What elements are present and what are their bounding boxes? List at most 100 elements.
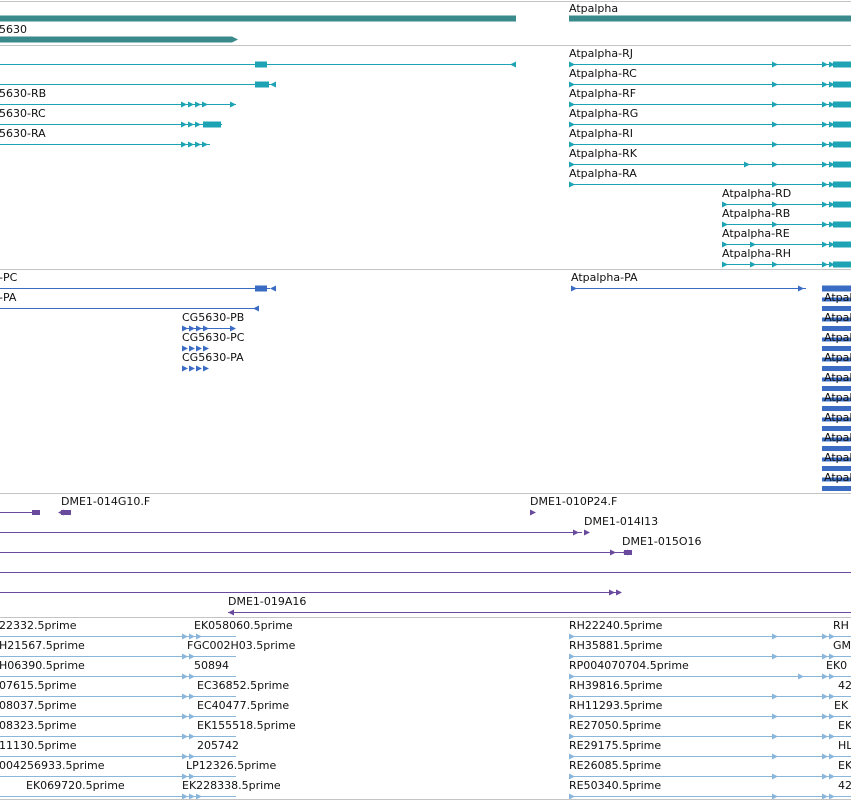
- protein-label[interactable]: Atpal: [824, 371, 851, 384]
- est-label[interactable]: RE26085.5prime: [569, 759, 662, 772]
- transcript-label[interactable]: Atpalpha-RB: [722, 207, 791, 220]
- est-label[interactable]: RH11293.5prime: [569, 699, 663, 712]
- transcript-label[interactable]: Atpalpha-RJ: [569, 47, 633, 60]
- protein-label[interactable]: Atpal: [824, 351, 851, 364]
- est-label[interactable]: EC36852.5prime: [197, 679, 290, 692]
- strand-arrow-right: [822, 121, 828, 128]
- protein-label[interactable]: Atpal: [824, 331, 851, 344]
- strand-arrow-right: [822, 61, 828, 68]
- transcript-label[interactable]: Atpalpha-RC: [569, 67, 637, 80]
- est-label[interactable]: 004256933.5prime: [0, 759, 105, 772]
- strand-arrow-right: [189, 345, 195, 352]
- clone-label[interactable]: DME1-019A16: [228, 595, 307, 608]
- strand-arrow-right: [722, 261, 728, 268]
- protein-label[interactable]: CG5630-PC: [182, 331, 245, 344]
- protein-label[interactable]: Atpal: [824, 391, 851, 404]
- transcript-label[interactable]: 5630-RC: [0, 107, 46, 120]
- transcript-label[interactable]: Atpalpha-RD: [722, 187, 792, 200]
- transcript-label[interactable]: 5630-RB: [0, 87, 47, 100]
- strand-arrow-right: [829, 81, 835, 88]
- transcript-label[interactable]: Atpalpha-RE: [722, 227, 790, 240]
- transcript-label[interactable]: Atpalpha-RK: [569, 147, 637, 160]
- strand-arrow-right: [829, 121, 835, 128]
- est-label[interactable]: RP004070704.5prime: [569, 659, 689, 672]
- strand-arrow-right: [609, 589, 615, 596]
- strand-arrow-right: [196, 365, 202, 372]
- exon-block: [833, 141, 851, 148]
- est-label[interactable]: EC40477.5prime: [197, 699, 290, 712]
- track-separator: [0, 269, 851, 270]
- protein-label[interactable]: CG5630-PA: [182, 351, 244, 364]
- strand-arrow-right: [772, 121, 778, 128]
- gene-label[interactable]: 5630: [0, 23, 27, 36]
- transcript-label[interactable]: 5630-RA: [0, 127, 46, 140]
- est-label[interactable]: EK: [838, 719, 851, 732]
- est-label[interactable]: 205742: [197, 739, 239, 752]
- protein-label[interactable]: Atpal: [824, 451, 851, 464]
- est-label[interactable]: EK: [834, 699, 849, 712]
- est-label[interactable]: RH22240.5prime: [569, 619, 663, 632]
- strand-arrow-right: [230, 325, 236, 332]
- strand-arrow-right: [772, 201, 778, 208]
- est-label[interactable]: EK0: [826, 659, 848, 672]
- clone-label[interactable]: DME1-014G10.F: [61, 495, 151, 508]
- est-label[interactable]: EK: [838, 759, 851, 772]
- protein-label[interactable]: -PC: [0, 271, 18, 284]
- clone-label[interactable]: DME1-010P24.F: [530, 495, 618, 508]
- est-label[interactable]: 42: [838, 679, 851, 692]
- est-label[interactable]: RH39816.5prime: [569, 679, 663, 692]
- transcript-label[interactable]: Atpalpha-RH: [722, 247, 792, 260]
- strand-arrow-right: [189, 773, 195, 780]
- clone-label[interactable]: DME1-015O16: [622, 535, 702, 548]
- transcript-label[interactable]: Atpalpha-RF: [569, 87, 637, 100]
- est-label[interactable]: FGC002H03.5prime: [187, 639, 296, 652]
- strand-arrow-right: [829, 713, 835, 720]
- est-label[interactable]: RE50340.5prime: [569, 779, 662, 792]
- est-label[interactable]: RH35881.5prime: [569, 639, 663, 652]
- transcript-label[interactable]: Atpalpha-RG: [569, 107, 639, 120]
- protein-label[interactable]: Atpal: [824, 311, 851, 324]
- est-label[interactable]: RH: [833, 619, 849, 632]
- est-label[interactable]: LP12326.5prime: [186, 759, 277, 772]
- est-label[interactable]: EK155518.5prime: [197, 719, 296, 732]
- strand-arrow-right: [616, 589, 622, 596]
- clone-label[interactable]: DME1-014I13: [584, 515, 659, 528]
- transcript-label[interactable]: Atpalpha-RI: [569, 127, 633, 140]
- strand-arrow-right: [203, 345, 209, 352]
- est-label[interactable]: 11130.5prime: [0, 739, 77, 752]
- gene-label[interactable]: Atpalpha: [569, 2, 619, 15]
- est-label[interactable]: 42: [838, 779, 851, 792]
- exon-block: [833, 121, 851, 128]
- est-label[interactable]: EK058060.5prime: [194, 619, 293, 632]
- est-label[interactable]: EK069720.5prime: [26, 779, 125, 792]
- strand-arrow-right: [722, 201, 728, 208]
- est-label[interactable]: HL: [838, 739, 851, 752]
- protein-label[interactable]: CG5630-PB: [182, 311, 245, 324]
- protein-label[interactable]: Atpal: [824, 411, 851, 424]
- strand-arrow-right: [829, 793, 835, 800]
- est-label[interactable]: EK228338.5prime: [182, 779, 281, 792]
- est-label[interactable]: H21567.5prime: [0, 639, 85, 652]
- exon-block: [61, 510, 71, 515]
- strand-arrow-right: [571, 285, 577, 292]
- est-label[interactable]: 50894: [194, 659, 229, 672]
- transcript-label[interactable]: Atpalpha-RA: [569, 167, 637, 180]
- strand-arrow-right: [569, 693, 575, 700]
- protein-label[interactable]: Atpal: [824, 291, 851, 304]
- est-label[interactable]: RE29175.5prime: [569, 739, 662, 752]
- est-label[interactable]: 08037.5prime: [0, 699, 77, 712]
- est-label[interactable]: 08323.5prime: [0, 719, 77, 732]
- protein-label[interactable]: -PA: [0, 291, 17, 304]
- est-label[interactable]: 22332.5prime: [0, 619, 77, 632]
- est-label[interactable]: GM: [833, 639, 851, 652]
- est-label[interactable]: H06390.5prime: [0, 659, 85, 672]
- protein-label[interactable]: Atpal: [824, 471, 851, 484]
- protein-label[interactable]: Atpalpha-PA: [571, 271, 638, 284]
- est-label[interactable]: 07615.5prime: [0, 679, 77, 692]
- strand-arrow-right: [772, 733, 778, 740]
- est-label[interactable]: RE27050.5prime: [569, 719, 662, 732]
- protein-label[interactable]: Atpal: [824, 431, 851, 444]
- exon-block: [822, 337, 851, 342]
